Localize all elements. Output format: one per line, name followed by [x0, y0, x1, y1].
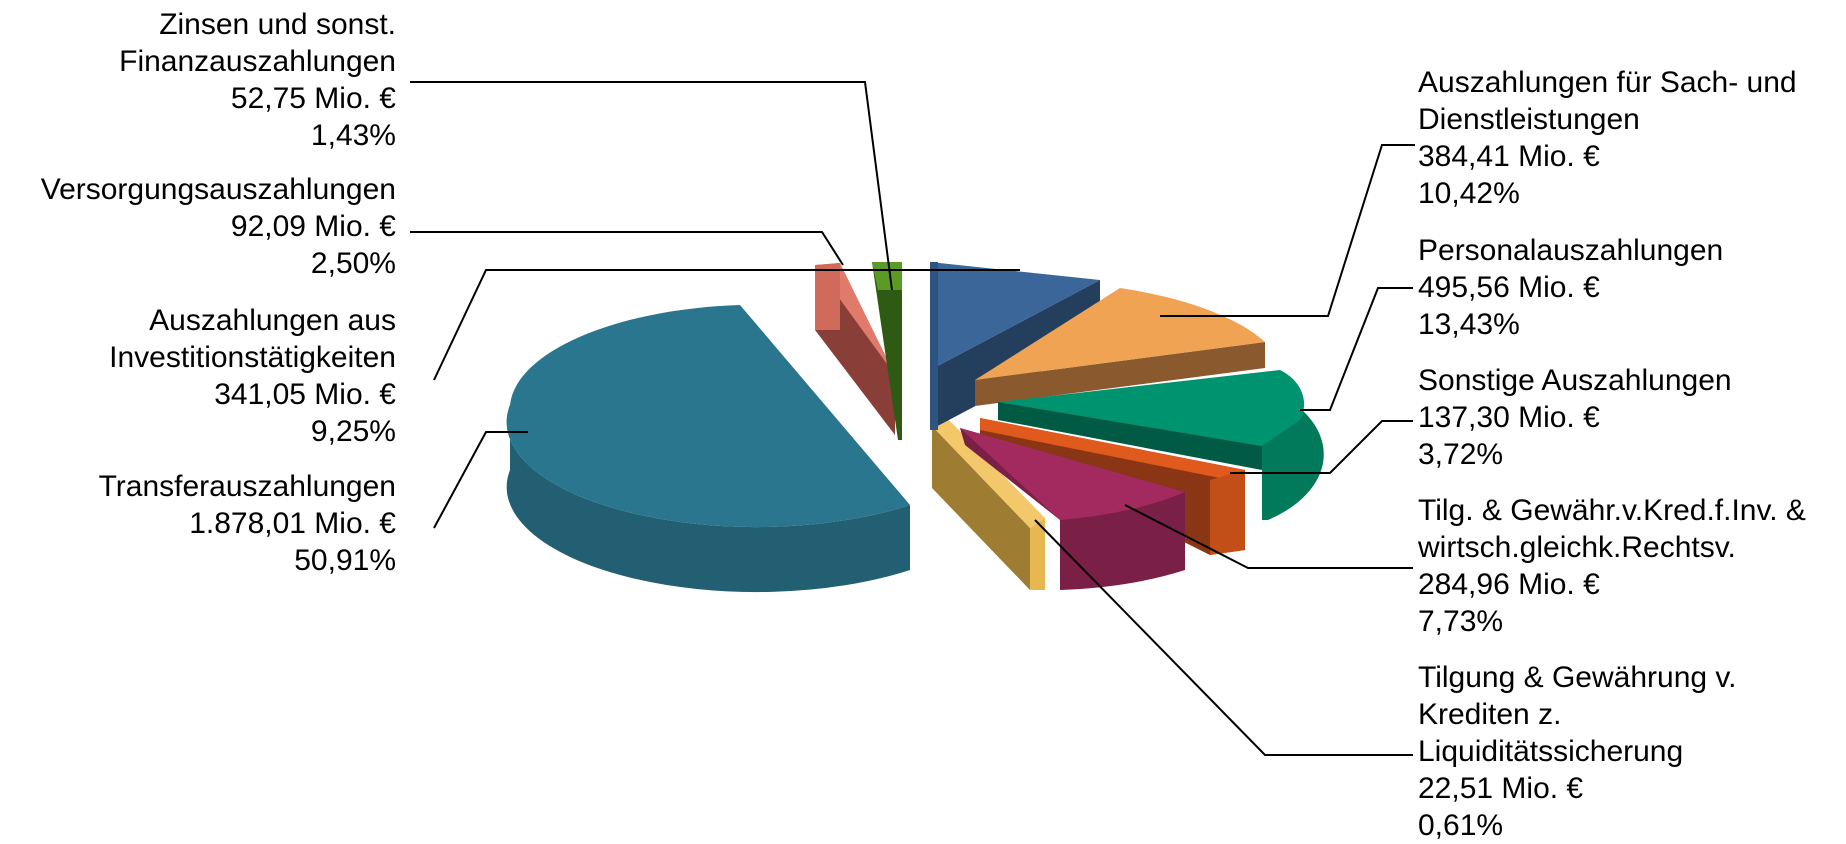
leader-transfer: [433, 431, 528, 529]
label-transfer-line1: Transferauszahlungen: [98, 470, 396, 503]
label-zinsen: Zinsen und sonst. Finanzauszahlungen 52,…: [119, 6, 396, 154]
label-zinsen-percent: 1,43%: [310, 119, 396, 152]
label-tilgung-liq-line1: Tilgung & Gewährung v.: [1418, 661, 1737, 694]
label-tilgung-liq: Tilgung & Gewährung v. Krediten z. Liqui…: [1418, 659, 1737, 844]
leader-sonstige: [1230, 420, 1413, 474]
leader-personal: [1300, 287, 1413, 411]
slice-versorgungsauszahlungen: [815, 263, 895, 435]
label-sach-line2: Dienstleistungen: [1418, 103, 1640, 136]
label-investition-value: 341,05 Mio. €: [214, 378, 396, 411]
label-zinsen-value: 52,75 Mio. €: [230, 82, 396, 115]
label-versorgung-line1: Versorgungsauszahlungen: [40, 173, 396, 206]
label-tilgung-liq-percent: 0,61%: [1418, 809, 1504, 842]
leader-investition: [433, 269, 1020, 381]
label-versorgung-percent: 2,50%: [310, 247, 396, 280]
label-sonstige-line1: Sonstige Auszahlungen: [1418, 364, 1732, 397]
label-sach-line1: Auszahlungen für Sach- und: [1418, 66, 1797, 99]
slice-investitionstaetigkeiten: [932, 418, 1045, 590]
label-tilgung-liq-line3: Liquiditätssicherung: [1418, 735, 1684, 768]
leader-zinsen: [410, 81, 893, 291]
label-versorgung-value: 92,09 Mio. €: [230, 210, 396, 243]
label-tilgung-liq-value: 22,51 Mio. €: [1418, 772, 1584, 805]
label-sach: Auszahlungen für Sach- und Dienstleistun…: [1418, 64, 1797, 212]
label-transfer-percent: 50,91%: [294, 544, 396, 577]
label-personal-line1: Personalauszahlungen: [1418, 234, 1724, 267]
label-sach-percent: 10,42%: [1418, 177, 1520, 210]
label-zinsen-line1: Zinsen und sonst.: [159, 8, 396, 41]
label-tilg-inv-percent: 7,73%: [1418, 605, 1504, 638]
label-sonstige-percent: 3,72%: [1418, 438, 1504, 471]
label-sach-value: 384,41 Mio. €: [1418, 140, 1600, 173]
leader-lines: [410, 81, 1415, 756]
slice-tilgung-liquiditaet: [960, 428, 1185, 590]
label-sonstige-value: 137,30 Mio. €: [1418, 401, 1600, 434]
label-investition-line1: Auszahlungen aus: [149, 304, 396, 337]
label-tilg-inv-line2: wirtsch.gleichk.Rechtsv.: [1418, 531, 1736, 564]
label-investition-line2: Investitionstätigkeiten: [109, 341, 396, 374]
label-zinsen-line2: Finanzauszahlungen: [119, 45, 396, 78]
label-tilg-inv-line1: Tilg. & Gewähr.v.Kred.f.Inv. &: [1418, 494, 1806, 527]
label-transfer: Transferauszahlungen 1.878,01 Mio. € 50,…: [99, 468, 396, 579]
leader-versorgung: [410, 231, 844, 266]
slice-transferauszahlungen: [506, 305, 910, 593]
label-sonstige: Sonstige Auszahlungen 137,30 Mio. € 3,72…: [1418, 362, 1732, 473]
label-transfer-value: 1.878,01 Mio. €: [189, 507, 396, 540]
label-tilg-inv: Tilg. & Gewähr.v.Kred.f.Inv. & wirtsch.g…: [1418, 492, 1806, 640]
leader-sach: [1160, 144, 1415, 317]
slice-sonstige: [998, 370, 1324, 520]
leader-tilg-inv: [1124, 504, 1413, 569]
label-personal-percent: 13,43%: [1418, 308, 1520, 341]
label-tilg-inv-value: 284,96 Mio. €: [1418, 568, 1600, 601]
label-tilgung-liq-line2: Krediten z.: [1418, 698, 1562, 731]
leader-tilgung-liq: [1034, 519, 1413, 756]
label-personal: Personalauszahlungen 495,56 Mio. € 13,43…: [1418, 232, 1723, 343]
label-investition-percent: 9,25%: [310, 415, 396, 448]
slice-personalauszahlungen: [975, 288, 1265, 406]
label-investition: Auszahlungen aus Investitionstätigkeiten…: [109, 302, 396, 450]
label-personal-value: 495,56 Mio. €: [1418, 271, 1600, 304]
label-versorgung: Versorgungsauszahlungen 92,09 Mio. € 2,5…: [41, 171, 396, 282]
